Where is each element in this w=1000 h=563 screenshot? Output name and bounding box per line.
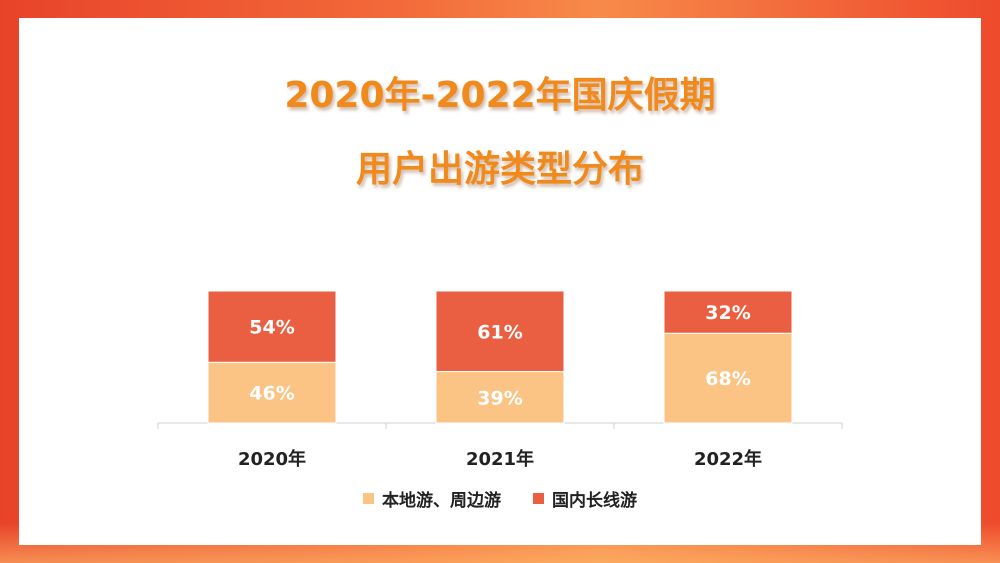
legend-item-local: 本地游、周边游: [363, 486, 501, 511]
slide-panel: [19, 18, 981, 545]
page-title-line2: 用户出游类型分布: [355, 149, 644, 190]
data-label: 68%: [705, 368, 750, 390]
legend-label-local: 本地游、周边游: [382, 491, 501, 511]
data-label: 39%: [477, 387, 522, 409]
x-tick-label: 2022年: [694, 448, 762, 470]
data-label: 46%: [249, 383, 294, 405]
data-label: 54%: [249, 317, 294, 339]
legend-swatch-long: [533, 493, 544, 504]
bar-segment-long: [435, 290, 565, 373]
legend: 本地游、周边游 国内长线游: [0, 486, 1000, 511]
page-title-line1: 2020年-2022年国庆假期: [284, 75, 716, 116]
legend-label-long: 国内长线游: [552, 491, 637, 511]
x-tick-label: 2020年: [238, 448, 306, 470]
bar-segment-local: [663, 332, 793, 424]
bar-segment-long: [663, 290, 793, 334]
bar-segment-local: [435, 371, 565, 424]
data-label: 32%: [705, 302, 750, 324]
x-tick-label: 2021年: [466, 448, 534, 470]
bar-segment-local: [207, 361, 337, 424]
legend-item-long: 国内长线游: [533, 486, 637, 511]
data-label: 61%: [477, 321, 522, 343]
legend-swatch-local: [363, 493, 374, 504]
bar-segment-long: [207, 290, 337, 363]
